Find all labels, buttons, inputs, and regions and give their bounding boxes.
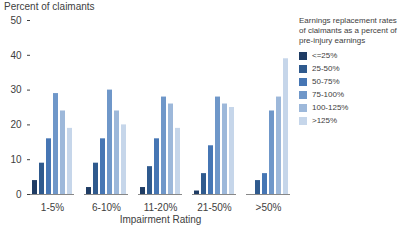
svg-text:20: 20 [10, 119, 22, 130]
svg-text:>50%: >50% [256, 202, 282, 213]
svg-text:21-50%: 21-50% [197, 202, 232, 213]
html-text:25-50%: 25-50% [312, 64, 340, 73]
svg-text:6-10%: 6-10% [92, 202, 121, 213]
svg-text:40: 40 [10, 50, 22, 61]
svg-text:0: 0 [16, 189, 22, 200]
svg-text:1-5%: 1-5% [41, 202, 64, 213]
svg-text:30: 30 [10, 84, 22, 95]
html-text:100-125%: 100-125% [312, 103, 349, 112]
svg-text:10: 10 [10, 154, 22, 165]
html-text:<=25%: <=25% [312, 51, 338, 60]
svg-text:11-20%: 11-20% [144, 202, 178, 213]
svg-text:Impairment Rating: Impairment Rating [120, 214, 202, 225]
html-text:Percent of claimants: Percent of claimants [4, 1, 95, 12]
html-text:50-75%: 50-75% [312, 77, 340, 86]
html-text:75-100%: 75-100% [312, 90, 344, 99]
html-text:>125%: >125% [312, 116, 338, 125]
html-text:Earnings replacement rates of: Earnings replacement rates of claimants … [299, 16, 397, 45]
svg-text:50: 50 [10, 15, 22, 26]
